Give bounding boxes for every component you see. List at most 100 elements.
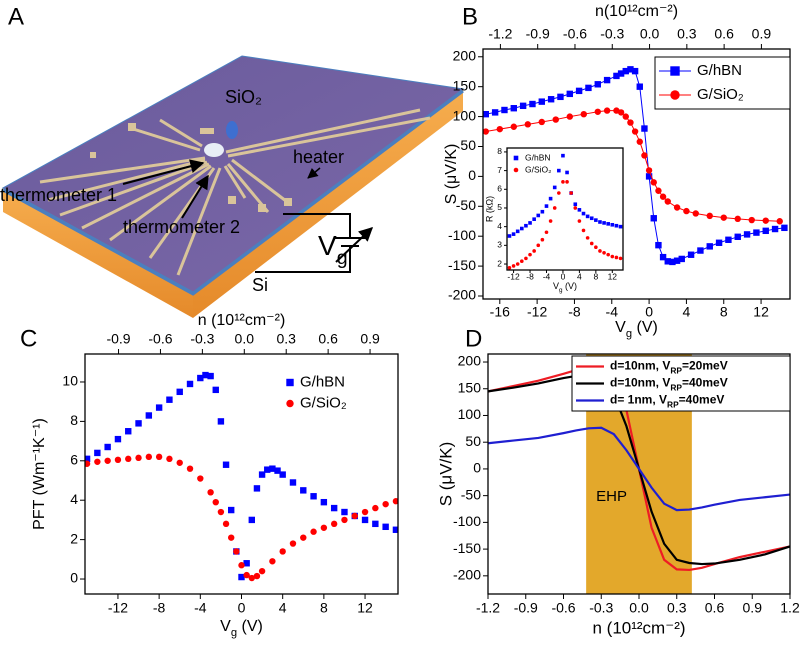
y-tick-label: -100 [448,227,476,243]
data-point [372,504,379,512]
data-point [743,231,751,238]
y-tick-label: 5 [497,202,502,212]
oxide-edge [2,89,464,296]
y-tick-label: 100 [458,406,482,422]
data-point [217,418,225,425]
data-point [548,219,553,223]
legend-label: G/SiO₂ [697,86,744,103]
data-point [673,257,681,264]
y-tick-label: -200 [448,287,476,303]
data-point [243,571,250,579]
data-point [186,380,194,388]
x2-tick-label: 0.6 [318,331,338,347]
data-point [279,548,286,555]
data-point [618,256,623,261]
y-tick-label: 8 [70,412,78,428]
series-line [488,426,790,512]
data-point [529,100,536,108]
text-segment: (V) [632,319,658,336]
data-point [598,249,602,253]
substrate-label: Si [252,275,268,295]
x2-tick-label: 0.3 [677,26,697,42]
data-point [341,508,348,516]
x2-tick-label: -0.9 [106,331,130,347]
data-point [286,378,294,387]
data-point [125,455,132,463]
data-point [258,471,266,478]
data-point [606,222,610,226]
flake [204,143,224,157]
x-tick-label: -12 [527,304,547,320]
data-point [222,520,230,528]
data-point [610,222,615,227]
data-point [565,170,569,175]
x-axis-label: Vg (V) [615,319,658,340]
data-point [286,399,294,408]
legend-label: G/hBN [697,62,742,79]
y-tick-label: 0 [70,570,78,586]
y-axis-label: S (μV/K) [436,442,455,507]
x2-tick-label: 0.3 [276,331,296,347]
y-tick-label: 50 [460,137,476,153]
data-point [664,258,671,265]
data-point [603,107,611,114]
data-point [538,98,545,105]
y-tick-label: 200 [458,353,482,369]
data-point [557,168,561,173]
data-point [320,498,328,506]
x-tick-label: -4 [606,304,619,320]
data-point [557,93,564,101]
data-point [585,214,590,219]
y-tick-label: 6 [497,184,502,194]
plot-background [85,354,398,594]
plot-frame [482,48,791,300]
data-point [622,67,629,75]
data-point [524,121,531,128]
gate-label: Vg [318,230,348,269]
data-point [519,102,527,110]
data-point [577,208,582,212]
x-tick-label: 0.6 [705,600,725,616]
data-point [636,138,643,145]
y-tick-label: -50 [461,486,481,502]
data-point [243,560,250,567]
data-point [544,230,549,235]
data-point [602,221,606,225]
data-point [622,113,629,120]
data-point [566,113,573,120]
x-tick-label: 0.9 [743,600,763,616]
data-point [289,479,297,486]
data-point [706,243,713,250]
text-segment: V [553,281,559,291]
x2-tick-label: 0.9 [360,331,380,347]
data-point [631,67,639,75]
data-point [515,229,520,234]
data-point [664,198,671,205]
data-point [114,435,122,443]
data-point [673,204,681,211]
x-tick-label: -12 [507,271,520,281]
arrow [122,159,205,185]
data-point [659,253,667,261]
data-point [659,193,667,200]
text-segment: (V) [563,281,578,291]
data-point [581,228,586,233]
x2-tick-label: -1.2 [488,26,512,42]
data-point [330,520,338,528]
y-tick-label: 10 [62,373,78,389]
data-point [650,179,657,186]
data-point [692,210,699,217]
panel-label: D [465,325,482,352]
text-segment: g [337,247,348,269]
data-point [614,223,619,228]
data-point [532,249,536,253]
data-point [552,185,557,190]
data-point [569,191,573,195]
data-point [655,241,662,249]
data-point [771,225,779,233]
data-point [781,224,788,232]
x2-tick-label: 0.9 [752,26,772,42]
x-tick-label: -0.3 [589,600,613,616]
